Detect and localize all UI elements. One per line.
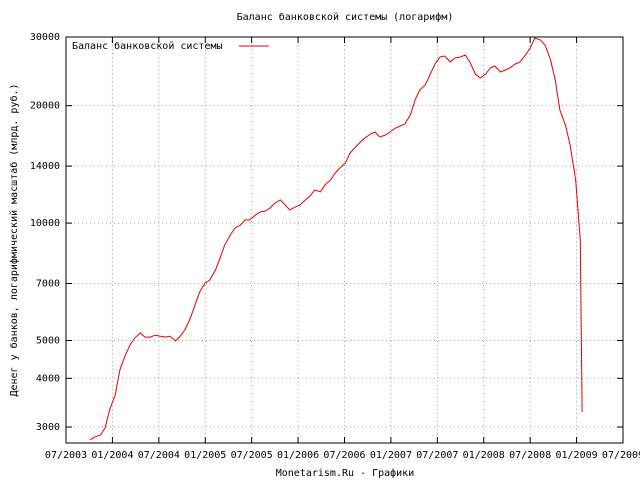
y-axis-label: Денег у банков, логарифмический масштаб …: [8, 83, 20, 396]
x-axis-label: Monetarism.Ru - Графики: [276, 467, 414, 479]
x-tick-label: 01/2006: [277, 450, 319, 461]
x-tick-label: 07/2009: [602, 450, 640, 461]
x-tick-label: 01/2008: [463, 450, 505, 461]
y-tick-label: 4000: [36, 373, 60, 384]
plot-frame: [65, 36, 624, 444]
x-tick-label: 01/2009: [556, 450, 598, 461]
legend-label: Баланс банковской системы: [72, 40, 223, 52]
x-tick-label: 07/2003: [45, 450, 87, 461]
x-tick-label: 07/2006: [323, 450, 365, 461]
x-tick-label: 07/2004: [138, 450, 180, 461]
y-tick-label: 20000: [30, 101, 60, 112]
y-tick-label: 10000: [30, 218, 60, 229]
y-tick-label: 7000: [36, 279, 60, 290]
x-tick-label: 07/2007: [416, 450, 458, 461]
x-tick-label: 01/2005: [184, 450, 226, 461]
y-tick-label: 30000: [30, 32, 60, 43]
chart-title: Баланс банковской системы (логарифм): [237, 11, 454, 23]
y-tick-label: 5000: [36, 335, 60, 346]
x-tick-label: 07/2005: [231, 450, 273, 461]
data-line: [89, 37, 583, 441]
x-tick-label: 01/2004: [91, 450, 133, 461]
x-tick-label: 07/2008: [509, 450, 551, 461]
y-tick-label: 3000: [36, 422, 60, 433]
y-tick-label: 14000: [30, 161, 60, 172]
x-tick-label: 01/2007: [370, 450, 412, 461]
